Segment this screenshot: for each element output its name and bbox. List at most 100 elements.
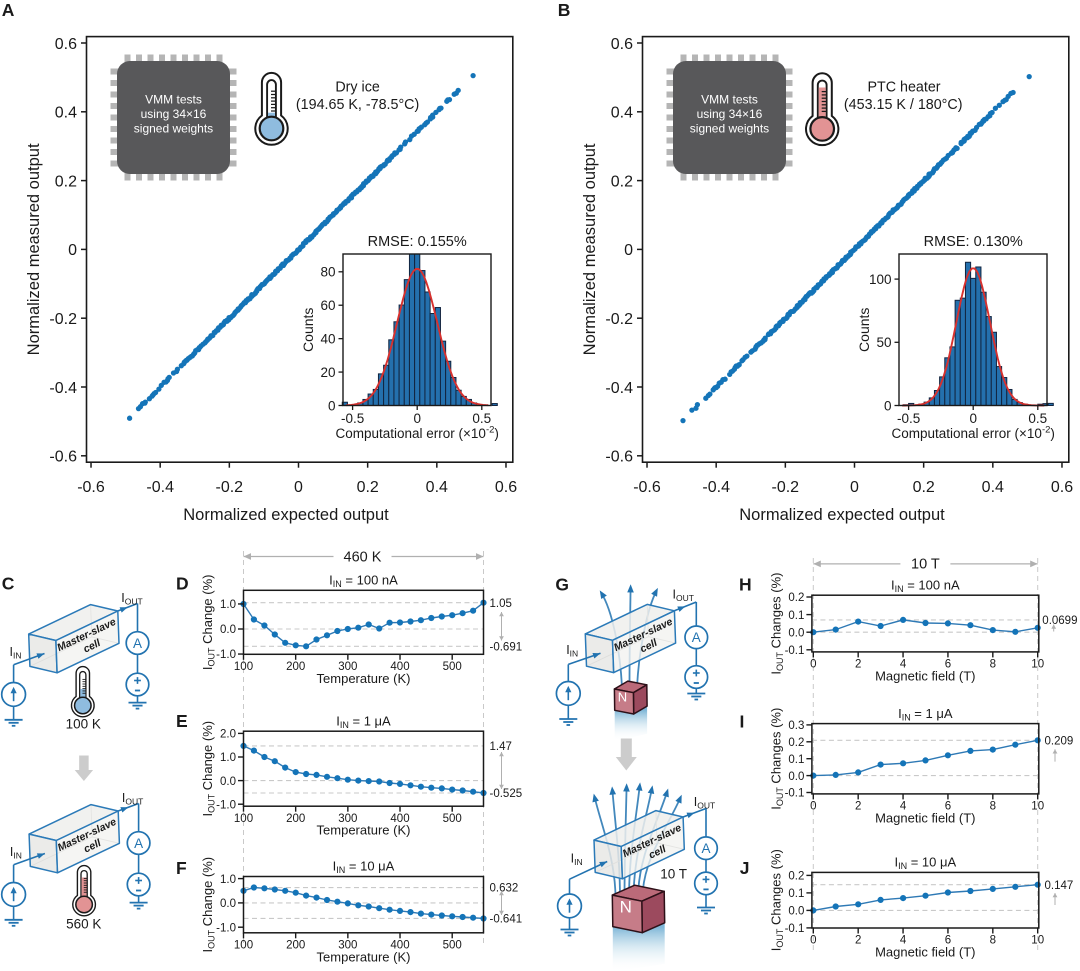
svg-text:20: 20 bbox=[320, 365, 335, 380]
svg-text:Dry ice: Dry ice bbox=[335, 80, 380, 96]
svg-text:using 34×16: using 34×16 bbox=[141, 107, 207, 121]
svg-text:IOUT: IOUT bbox=[121, 591, 142, 607]
svg-text:460 K: 460 K bbox=[344, 549, 382, 565]
svg-text:10: 10 bbox=[1031, 801, 1044, 813]
svg-text:0.4: 0.4 bbox=[426, 479, 448, 496]
svg-text:Counts: Counts bbox=[300, 308, 316, 352]
svg-text:40: 40 bbox=[320, 331, 335, 346]
svg-text:100: 100 bbox=[869, 272, 892, 287]
svg-text:-0.2: -0.2 bbox=[605, 311, 633, 328]
svg-text:A: A bbox=[701, 841, 710, 856]
svg-text:J: J bbox=[740, 858, 750, 878]
svg-text:400: 400 bbox=[390, 939, 409, 951]
svg-text:VMM tests: VMM tests bbox=[145, 93, 202, 107]
svg-text:0.0699: 0.0699 bbox=[1042, 615, 1077, 627]
svg-text:2: 2 bbox=[855, 801, 861, 813]
svg-text:6: 6 bbox=[945, 659, 951, 671]
svg-text:10: 10 bbox=[1031, 659, 1044, 671]
svg-text:(194.65 K, -78.5°C): (194.65 K, -78.5°C) bbox=[296, 97, 419, 113]
svg-text:0: 0 bbox=[413, 411, 421, 426]
svg-text:400: 400 bbox=[390, 813, 409, 825]
svg-text:200: 200 bbox=[286, 939, 305, 951]
svg-text:200: 200 bbox=[286, 813, 305, 825]
svg-text:1.0: 1.0 bbox=[220, 599, 236, 611]
svg-text:8: 8 bbox=[990, 659, 996, 671]
svg-text:4: 4 bbox=[900, 659, 907, 671]
svg-text:200: 200 bbox=[286, 661, 305, 673]
svg-text:-1.0: -1.0 bbox=[216, 922, 236, 934]
svg-text:1.0: 1.0 bbox=[220, 752, 236, 764]
svg-text:IIN = 100 nA: IIN = 100 nA bbox=[329, 573, 398, 590]
svg-text:-0.6: -0.6 bbox=[605, 449, 633, 466]
svg-text:IIN: IIN bbox=[10, 845, 22, 861]
svg-text:-0.5: -0.5 bbox=[897, 411, 920, 426]
svg-text:Magnetic field (T): Magnetic field (T) bbox=[875, 668, 975, 683]
svg-text:0.2: 0.2 bbox=[55, 173, 77, 190]
svg-text:0.0: 0.0 bbox=[220, 898, 236, 910]
svg-text:4: 4 bbox=[900, 935, 907, 947]
svg-text:0: 0 bbox=[810, 801, 816, 813]
svg-text:0.632: 0.632 bbox=[490, 883, 519, 895]
svg-text:0: 0 bbox=[68, 242, 77, 259]
svg-text:1.0: 1.0 bbox=[220, 874, 236, 886]
svg-text:-0.2: -0.2 bbox=[49, 311, 77, 328]
svg-text:IIN: IIN bbox=[10, 645, 22, 661]
svg-text:300: 300 bbox=[338, 813, 357, 825]
svg-text:500: 500 bbox=[443, 939, 462, 951]
svg-text:0.147: 0.147 bbox=[1045, 880, 1074, 892]
svg-text:0.5: 0.5 bbox=[1028, 411, 1047, 426]
svg-text:0.4: 0.4 bbox=[982, 479, 1004, 496]
svg-text:IOUT Change (%): IOUT Change (%) bbox=[200, 721, 217, 817]
svg-text:0.6: 0.6 bbox=[611, 36, 633, 53]
svg-text:-0.6: -0.6 bbox=[49, 449, 77, 466]
svg-text:IIN = 100 nA: IIN = 100 nA bbox=[891, 577, 960, 594]
svg-text:6: 6 bbox=[945, 935, 951, 947]
svg-text:-0.4: -0.4 bbox=[605, 380, 633, 397]
svg-text:60: 60 bbox=[320, 298, 335, 313]
svg-text:IIN: IIN bbox=[566, 643, 578, 659]
svg-text:2.0: 2.0 bbox=[220, 729, 236, 741]
svg-text:(453.15 K / 180°C): (453.15 K / 180°C) bbox=[844, 97, 963, 113]
svg-text:IIN = 10 μA: IIN = 10 μA bbox=[333, 859, 395, 876]
svg-text:Temperature (K): Temperature (K) bbox=[317, 671, 411, 686]
svg-text:IIN: IIN bbox=[571, 852, 583, 868]
svg-text:0: 0 bbox=[328, 398, 336, 413]
svg-text:PTC heater: PTC heater bbox=[867, 80, 940, 96]
svg-text:0.0: 0.0 bbox=[788, 627, 804, 639]
svg-text:10 T: 10 T bbox=[660, 867, 687, 882]
svg-text:H: H bbox=[739, 574, 752, 594]
svg-text:signed weights: signed weights bbox=[134, 122, 213, 136]
svg-text:0.209: 0.209 bbox=[1045, 735, 1074, 747]
svg-text:A: A bbox=[692, 630, 701, 645]
svg-text:Normalized expected output: Normalized expected output bbox=[739, 506, 945, 524]
svg-text:-0.4: -0.4 bbox=[146, 479, 174, 496]
svg-text:0.0: 0.0 bbox=[788, 906, 804, 918]
svg-text:Counts: Counts bbox=[856, 308, 872, 352]
svg-text:N: N bbox=[618, 690, 627, 705]
svg-text:0.6: 0.6 bbox=[1051, 479, 1073, 496]
svg-text:RMSE: 0.155%: RMSE: 0.155% bbox=[368, 234, 467, 250]
svg-text:0.0: 0.0 bbox=[788, 771, 804, 783]
svg-text:1.47: 1.47 bbox=[490, 741, 512, 753]
svg-text:500: 500 bbox=[443, 661, 462, 673]
svg-text:IOUT: IOUT bbox=[694, 795, 715, 811]
svg-text:0.4: 0.4 bbox=[55, 105, 77, 122]
svg-text:560 K: 560 K bbox=[66, 917, 101, 932]
svg-text:0.6: 0.6 bbox=[495, 479, 517, 496]
svg-text:Magnetic field (T): Magnetic field (T) bbox=[875, 945, 975, 960]
svg-text:A: A bbox=[2, 0, 15, 20]
svg-text:Computational error (×10-2): Computational error (×10-2) bbox=[335, 425, 498, 442]
svg-text:IOUT: IOUT bbox=[673, 587, 694, 603]
svg-text:I: I bbox=[740, 711, 745, 731]
svg-text:-0.2: -0.2 bbox=[772, 479, 800, 496]
svg-text:Normalized expected output: Normalized expected output bbox=[183, 506, 389, 524]
svg-text:0: 0 bbox=[850, 479, 859, 496]
svg-text:0.2: 0.2 bbox=[788, 592, 804, 604]
svg-text:N: N bbox=[620, 898, 632, 917]
svg-text:-0.641: -0.641 bbox=[490, 914, 523, 926]
svg-text:0.1: 0.1 bbox=[788, 888, 804, 900]
svg-text:0.4: 0.4 bbox=[611, 105, 633, 122]
svg-text:F: F bbox=[176, 858, 187, 878]
svg-text:-0.525: -0.525 bbox=[490, 788, 523, 800]
svg-text:-0.691: -0.691 bbox=[490, 641, 523, 653]
